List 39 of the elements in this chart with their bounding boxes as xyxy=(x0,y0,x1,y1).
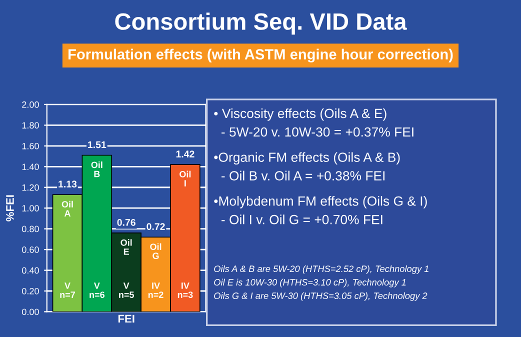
text: - 5W-20 v. 10W-30 = +0.37% FEI xyxy=(222,127,414,137)
x-axis-title: FEI xyxy=(118,314,134,323)
text: •Organic FM effects (Oils A & B) xyxy=(214,152,400,165)
y-axis-title: %FEI xyxy=(6,195,14,222)
text: - Oil B v. Oil A = +0.38% FEI xyxy=(222,170,384,180)
y-tick-label: 1.80 xyxy=(22,122,39,129)
x-tick-label: Oil A xyxy=(62,200,73,216)
text: - Oil I v. Oil G = +0.70% FEI xyxy=(222,214,382,224)
annotation: IV n=3 xyxy=(178,282,193,298)
text: • Viscosity effects (Oils A & E) xyxy=(214,108,386,121)
annotation: V n=5 xyxy=(119,282,134,298)
y-tick-label: 0.80 xyxy=(22,226,39,232)
annotation: V n=7 xyxy=(60,282,75,298)
data-label: 1.51 xyxy=(88,141,106,148)
y-tick-label: 0.60 xyxy=(22,246,39,253)
text: Oils G & I are 5W-30 (HTHS=3.05 cP), Technology 2 xyxy=(214,292,428,301)
data-label: 0.76 xyxy=(117,218,136,226)
annotation: V n=6 xyxy=(90,282,104,298)
y-tick-label: 0.40 xyxy=(22,267,39,274)
y-tick-label: 1.40 xyxy=(22,164,39,170)
text: Oils A & B are 5W-20 (HTHS=2.52 cP), Technology 1 xyxy=(214,265,428,274)
x-tick-label: Oil E xyxy=(120,239,132,255)
y-tick-label: 2.00 xyxy=(22,101,39,108)
x-tick-label: Oil B xyxy=(91,161,102,178)
y-tick-label: 1.00 xyxy=(22,205,39,212)
y-tick-label: 0.00 xyxy=(22,308,39,316)
text: Consortium Seq. VID Data xyxy=(115,12,407,35)
y-tick-label: 0.20 xyxy=(22,288,39,294)
annotation: IV n=2 xyxy=(148,282,164,298)
x-tick-label: Oil I xyxy=(180,170,191,186)
text: Oil E is 10W-30 (HTHS=3.10 cP), Technology 1 xyxy=(214,278,406,288)
data-label: 0.72 xyxy=(146,223,165,230)
data-label: 1.42 xyxy=(176,150,194,158)
text: Formulation effects (with ASTM engine hour correction) xyxy=(68,48,453,62)
y-tick-label: 1.20 xyxy=(22,184,39,191)
data-label: 1.13 xyxy=(58,180,77,188)
text: •Molybdenum FM effects (Oils G & I) xyxy=(214,196,427,208)
y-tick-label: 1.60 xyxy=(22,142,39,150)
x-tick-label: Oil G xyxy=(150,243,162,260)
